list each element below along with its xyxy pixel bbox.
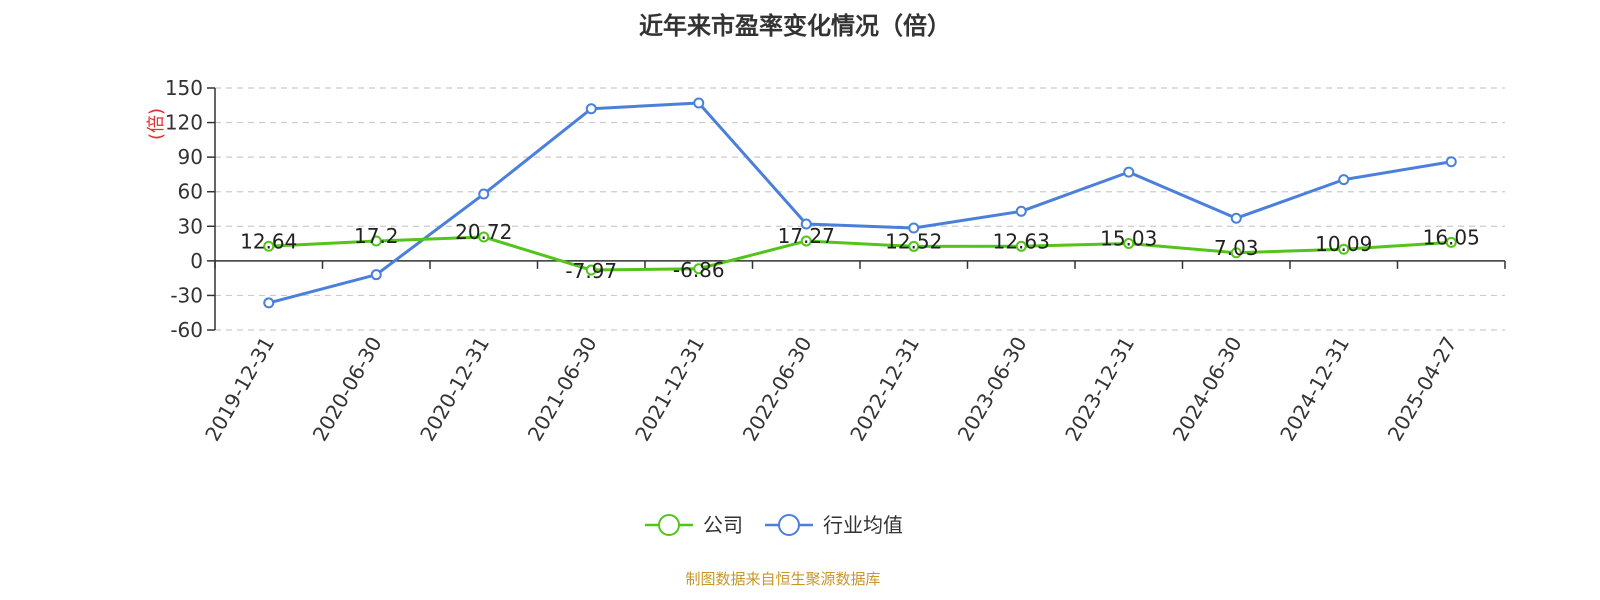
- y-tick-label: 60: [178, 180, 203, 204]
- x-tick-label: 2023-06-30: [953, 333, 1032, 446]
- data-label: 15.03: [1100, 227, 1157, 251]
- data-point: [585, 103, 597, 115]
- x-tick-label: 2020-12-31: [415, 333, 494, 446]
- x-tick-label: 2024-12-31: [1275, 333, 1354, 446]
- data-label: 12.52: [885, 229, 942, 253]
- legend-item-company[interactable]: 公司: [645, 513, 743, 537]
- x-tick-label: 2022-06-30: [738, 333, 817, 446]
- gridlines: [215, 87, 1505, 331]
- data-point: [908, 222, 920, 234]
- data-label: 12.63: [993, 229, 1050, 253]
- data-label: 12.64: [240, 229, 297, 253]
- data-label: 20.72: [455, 220, 512, 244]
- data-point: [1445, 236, 1457, 248]
- legend-item-industry[interactable]: 行业均值: [765, 513, 903, 537]
- x-tick-label: 2022-12-31: [845, 333, 924, 446]
- data-point: [1445, 156, 1457, 168]
- data-point: [1015, 205, 1027, 217]
- data-point: [263, 297, 275, 309]
- data-point: [263, 240, 275, 252]
- legend-label: 行业均值: [823, 513, 903, 537]
- data-labels: 12.64 17.2 20.72 -7.97 -6.86 17.27 12.52 12.63 1…: [240, 220, 1480, 283]
- data-point: [1230, 247, 1242, 259]
- data-point: [1015, 240, 1027, 252]
- series-line-company: [268, 235, 1452, 272]
- data-point: [800, 235, 812, 247]
- x-tick-label: 2023-12-31: [1060, 333, 1139, 446]
- y-tick-label: 150: [165, 76, 203, 100]
- data-point: [1338, 174, 1350, 186]
- data-label: 17.2: [354, 224, 399, 248]
- data-point: [693, 263, 705, 275]
- data-source-note: 制图数据来自恒生聚源数据库: [685, 570, 880, 588]
- y-tick-label: 90: [178, 145, 203, 169]
- y-tick-label: 30: [178, 214, 203, 238]
- data-point: [908, 240, 920, 252]
- y-tick-label: -30: [170, 283, 203, 307]
- x-tick-label: 2021-06-30: [523, 333, 602, 446]
- data-label: -6.86: [673, 258, 725, 282]
- x-tick-label: 2021-12-31: [630, 333, 709, 446]
- data-label: -7.97: [565, 259, 617, 283]
- data-point: [478, 231, 490, 243]
- series-line-industry: [268, 101, 1452, 305]
- y-tick-label: -60: [170, 318, 203, 342]
- data-label: 7.03: [1214, 236, 1259, 260]
- data-point: [1338, 243, 1350, 255]
- data-point: [370, 235, 382, 247]
- x-tick-label: 2024-06-30: [1168, 333, 1247, 446]
- data-point: [1230, 212, 1242, 224]
- legend-label: 公司: [703, 513, 743, 537]
- data-label: 17.27: [778, 224, 835, 248]
- x-tick-label: 2020-06-30: [308, 333, 387, 446]
- series-lines: [263, 97, 1457, 309]
- data-point: [585, 264, 597, 276]
- data-point: [693, 97, 705, 109]
- y-axis-unit: (倍): [146, 108, 167, 140]
- data-point: [370, 269, 382, 281]
- data-label: 10.09: [1315, 232, 1372, 256]
- data-point: [1123, 166, 1135, 178]
- legend-marker-icon: [658, 514, 680, 536]
- axes: -60 -30 0 30 60 90 120 150 2019-12-31 2020-06-30 2…: [165, 76, 1506, 446]
- x-tick-label: 2025-04-27: [1383, 333, 1462, 446]
- x-tick-label: 2019-12-31: [200, 333, 279, 446]
- data-point: [1123, 238, 1135, 250]
- y-tick-label: 0: [190, 249, 203, 273]
- legend-marker-icon: [778, 514, 800, 536]
- chart-title: 近年来市盈率变化情况（倍）: [639, 12, 951, 40]
- data-point: [478, 188, 490, 200]
- data-label: 16.05: [1423, 225, 1480, 249]
- data-point: [800, 218, 812, 230]
- y-tick-label: 120: [165, 111, 203, 135]
- legend[interactable]: 公司 行业均值: [645, 513, 903, 537]
